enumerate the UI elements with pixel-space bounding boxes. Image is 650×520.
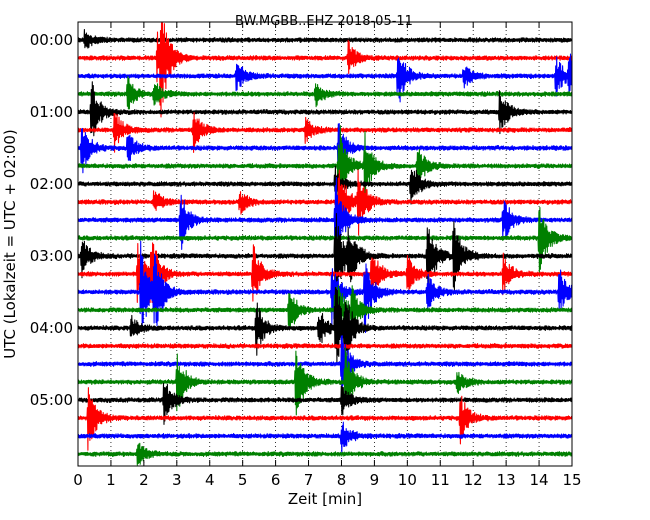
- plot-frame: [77, 21, 573, 467]
- y-tick-label: 05:00: [30, 391, 73, 409]
- trace-line: [77, 22, 573, 118]
- trace-line: [77, 242, 573, 305]
- trace-line: [77, 81, 573, 137]
- trace-line: [77, 284, 573, 338]
- x-tick-label: 3: [172, 471, 182, 489]
- x-tick-label: 10: [398, 471, 417, 489]
- trace-line: [77, 382, 573, 425]
- x-tick-label: 13: [497, 471, 516, 489]
- traces: [77, 22, 573, 466]
- x-tick-label: 15: [562, 471, 581, 489]
- trace-line: [77, 169, 573, 243]
- trace-line: [77, 165, 573, 205]
- trace-line: [77, 421, 573, 456]
- y-tick-label: 02:00: [30, 175, 73, 193]
- trace-line: [77, 387, 573, 451]
- trace-line: [77, 28, 573, 49]
- x-tick-label: 9: [370, 471, 380, 489]
- x-tick-label: 4: [205, 471, 215, 489]
- x-tick-label: 11: [431, 471, 450, 489]
- trace-line: [77, 240, 573, 334]
- trace-line: [77, 206, 573, 273]
- x-tick-label: 0: [73, 471, 83, 489]
- x-ticks: 0 1 2 3 4 5 6 7 8 9 10 11 12 13 14 15: [73, 22, 582, 489]
- y-tick-label: 00:00: [30, 31, 73, 49]
- x-tick-label: 14: [530, 471, 549, 489]
- trace-line: [77, 343, 573, 349]
- x-tick-label: 8: [337, 471, 347, 489]
- y-tick-label: 04:00: [30, 319, 73, 337]
- x-tick-label: 2: [139, 471, 149, 489]
- x-tick-label: 5: [238, 471, 248, 489]
- trace-line: [77, 213, 573, 302]
- y-axis-label: UTC (Lokalzeit = UTC + 02:00): [1, 129, 19, 359]
- y-tick-label: 03:00: [30, 247, 73, 265]
- y-ticks: 00:00 01:00 02:00 03:00 04:00 05:00: [30, 31, 572, 409]
- x-tick-label: 1: [106, 471, 116, 489]
- x-tick-label: 6: [271, 471, 281, 489]
- x-tick-label: 12: [464, 471, 483, 489]
- y-tick-label: 01:00: [30, 103, 73, 121]
- trace-line: [77, 442, 573, 466]
- trace-line: [77, 347, 573, 416]
- trace-line: [77, 123, 573, 174]
- x-tick-label: 7: [304, 471, 314, 489]
- trace-line: [77, 177, 573, 262]
- trace-line: [77, 286, 573, 366]
- trace-line: [77, 76, 573, 110]
- x-axis-label: Zeit [min]: [288, 490, 362, 508]
- trace-line: [77, 53, 573, 103]
- trace-line: [77, 112, 573, 153]
- trace-line: [77, 125, 573, 211]
- trace-line: [77, 335, 573, 398]
